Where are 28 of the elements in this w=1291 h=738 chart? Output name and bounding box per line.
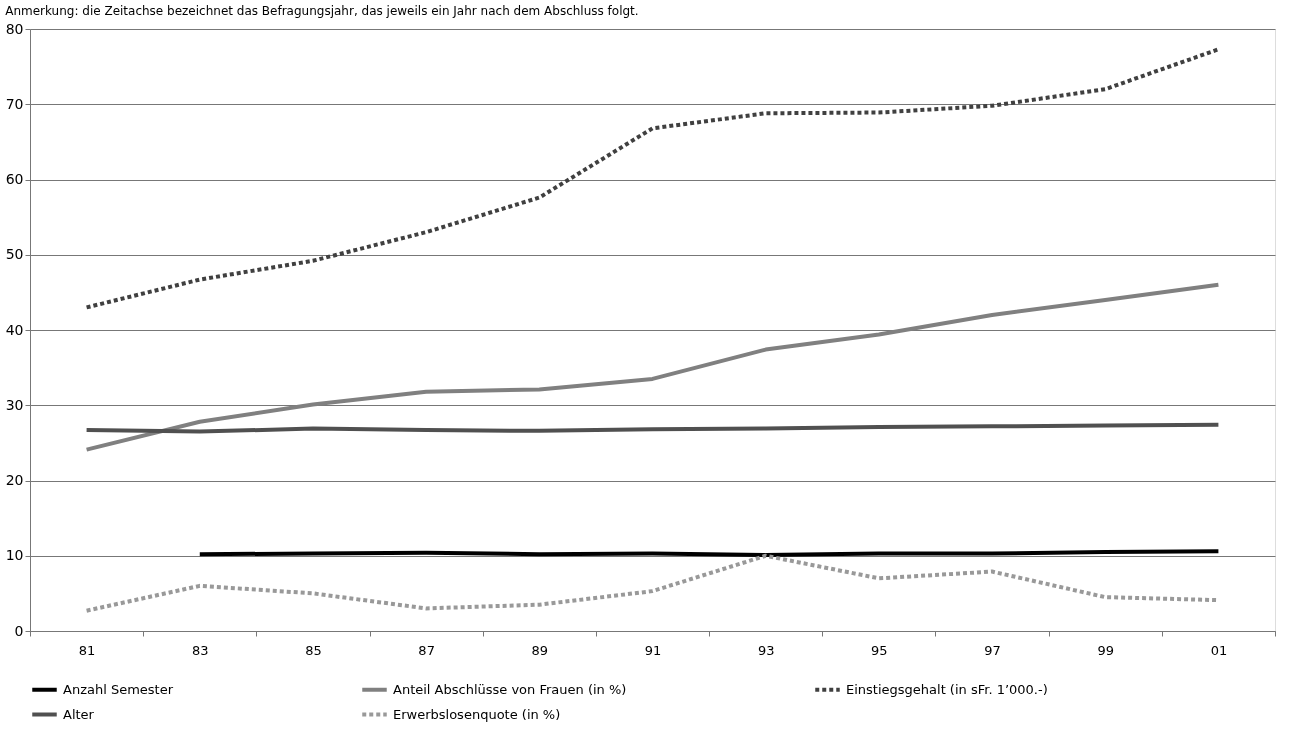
x-tick-label: 97 bbox=[984, 642, 1001, 658]
y-tick-label: 50 bbox=[5, 246, 24, 263]
chart-title: Anmerkung: die Zeitachse bezeichnet das Befragungsjahr, das jeweils ein Jahr nach dem Abschluss folgt. bbox=[5, 4, 639, 18]
line-series bbox=[84, 47, 1221, 310]
x-tick-label: 01 bbox=[1210, 642, 1228, 658]
y-tick-label: 70 bbox=[5, 95, 24, 112]
x-tick-label: 87 bbox=[418, 642, 435, 658]
legend-label: Erwerbslosenquote (in %) bbox=[393, 706, 561, 722]
y-tick-label: 80 bbox=[5, 20, 24, 37]
x-tick-label: 81 bbox=[78, 642, 96, 658]
legend-label: Alter bbox=[63, 706, 95, 722]
x-tick-label: 85 bbox=[305, 642, 322, 658]
y-tick-label: 30 bbox=[5, 396, 24, 413]
x-tick-label: 91 bbox=[644, 642, 662, 658]
y-tick-label: 60 bbox=[5, 171, 24, 187]
x-tick-label: 93 bbox=[757, 642, 775, 658]
y-tick-label: 40 bbox=[5, 321, 24, 338]
y-tick-label: 0 bbox=[14, 622, 24, 639]
y-tick-label: 20 bbox=[5, 472, 24, 488]
legend-label: Anteil Abschlüsse von Frauen (in %) bbox=[393, 681, 627, 697]
line-series bbox=[84, 422, 1221, 434]
x-tick-label: 99 bbox=[1097, 642, 1114, 658]
x-tick-label: 83 bbox=[192, 642, 209, 658]
x-tick-label: 95 bbox=[871, 642, 888, 658]
y-tick-label: 10 bbox=[5, 547, 24, 564]
legend-label: Anzahl Semester bbox=[63, 681, 174, 697]
x-tick-label: 89 bbox=[531, 642, 549, 658]
legend-label: Einstiegsgehalt (in sFr. 1’000.-) bbox=[846, 681, 1048, 697]
